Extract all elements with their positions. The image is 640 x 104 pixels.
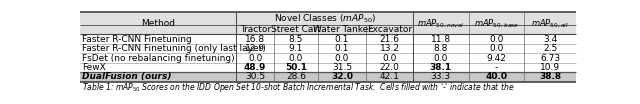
Text: 0.0: 0.0 — [289, 54, 303, 63]
Text: 2.5: 2.5 — [543, 44, 557, 53]
Text: 11.8: 11.8 — [431, 35, 451, 44]
Text: Method: Method — [141, 19, 175, 28]
Bar — [80, 82, 576, 93]
Text: 31.5: 31.5 — [332, 63, 352, 72]
Text: 42.1: 42.1 — [380, 72, 399, 81]
Text: 48.9: 48.9 — [244, 63, 266, 72]
Text: 0.0: 0.0 — [489, 44, 504, 53]
Bar — [80, 72, 576, 82]
Text: 38.8: 38.8 — [539, 72, 561, 81]
Text: DualFusion (ours): DualFusion (ours) — [82, 72, 172, 81]
Text: FewX: FewX — [82, 63, 106, 72]
Text: Table 1: $mAP_{50}$ Scores on the IDD Open Set 10-shot Batch Incremental Task.  : Table 1: $mAP_{50}$ Scores on the IDD Op… — [82, 81, 515, 94]
Text: 21.6: 21.6 — [380, 35, 399, 44]
Text: $mAP_{50,base}$: $mAP_{50,base}$ — [474, 17, 519, 30]
Bar — [80, 12, 576, 34]
Text: Excavator: Excavator — [367, 25, 412, 34]
Text: 10.9: 10.9 — [540, 63, 560, 72]
Text: 32.0: 32.0 — [331, 72, 353, 81]
Text: Faster R-CNN Finetuning: Faster R-CNN Finetuning — [82, 35, 192, 44]
Text: 9.42: 9.42 — [486, 54, 506, 63]
Text: 0.0: 0.0 — [335, 54, 349, 63]
Text: 9.1: 9.1 — [289, 44, 303, 53]
Text: -: - — [495, 63, 498, 72]
Bar — [80, 44, 576, 53]
Text: 6.73: 6.73 — [540, 54, 560, 63]
Text: 12.9: 12.9 — [245, 44, 265, 53]
Text: 0.1: 0.1 — [335, 35, 349, 44]
Text: $mAP_{50,novel}$: $mAP_{50,novel}$ — [417, 17, 465, 30]
Text: $mAP_{50,all}$: $mAP_{50,all}$ — [531, 17, 569, 30]
Text: 0.0: 0.0 — [433, 54, 448, 63]
Bar — [80, 63, 576, 72]
Text: Novel Classes ($mAP_{50}$): Novel Classes ($mAP_{50}$) — [273, 12, 376, 25]
Text: 22.0: 22.0 — [380, 63, 399, 72]
Text: 38.1: 38.1 — [429, 63, 452, 72]
Bar — [80, 34, 576, 44]
Text: 0.0: 0.0 — [383, 54, 397, 63]
Text: Water Tanker: Water Tanker — [312, 25, 372, 34]
Text: 40.0: 40.0 — [485, 72, 508, 81]
Text: 33.3: 33.3 — [431, 72, 451, 81]
Text: 0.0: 0.0 — [489, 35, 504, 44]
Text: FsDet (no rebalancing finetuning): FsDet (no rebalancing finetuning) — [82, 54, 235, 63]
Text: Street Cart: Street Cart — [271, 25, 321, 34]
Text: 28.6: 28.6 — [286, 72, 306, 81]
Text: 0.1: 0.1 — [335, 44, 349, 53]
Text: 0.0: 0.0 — [248, 54, 262, 63]
Text: 50.1: 50.1 — [285, 63, 307, 72]
Text: Faster R-CNN Finetuning (only last layer): Faster R-CNN Finetuning (only last layer… — [82, 44, 266, 53]
Text: 30.5: 30.5 — [245, 72, 265, 81]
Bar — [80, 53, 576, 63]
Text: Tractor: Tractor — [239, 25, 271, 34]
Text: 13.2: 13.2 — [380, 44, 399, 53]
Text: 3.4: 3.4 — [543, 35, 557, 44]
Text: 16.8: 16.8 — [245, 35, 265, 44]
Text: 8.5: 8.5 — [289, 35, 303, 44]
Text: 8.8: 8.8 — [433, 44, 448, 53]
